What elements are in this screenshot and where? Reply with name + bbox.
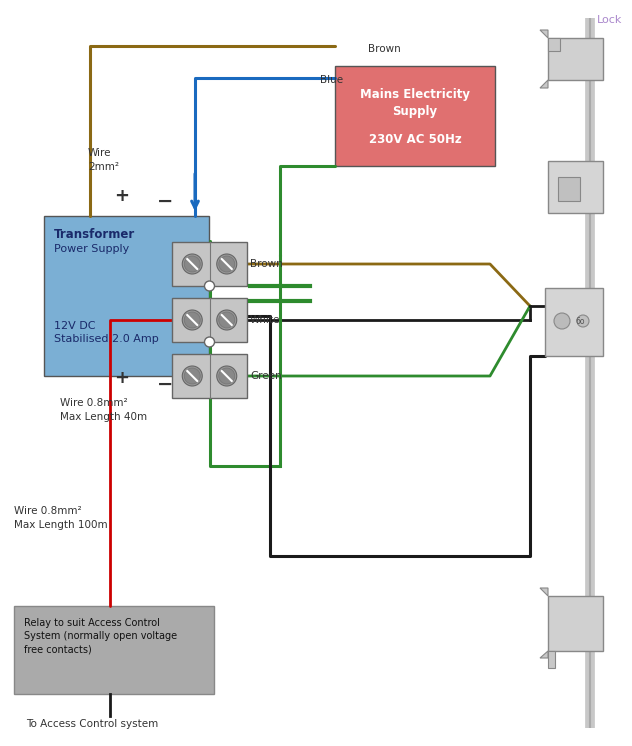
Circle shape bbox=[205, 337, 214, 347]
Polygon shape bbox=[540, 651, 548, 658]
FancyBboxPatch shape bbox=[335, 66, 495, 166]
Text: Green: Green bbox=[250, 371, 282, 381]
Text: 6o: 6o bbox=[575, 318, 585, 327]
Circle shape bbox=[577, 315, 589, 327]
FancyBboxPatch shape bbox=[172, 354, 247, 398]
Circle shape bbox=[182, 310, 202, 330]
FancyBboxPatch shape bbox=[172, 298, 247, 342]
Text: Brown: Brown bbox=[250, 259, 283, 269]
Text: +: + bbox=[114, 369, 130, 387]
Text: Power Supply: Power Supply bbox=[54, 244, 130, 254]
Text: To Access Control system: To Access Control system bbox=[26, 719, 158, 729]
Text: Relay to suit Access Control
System (normally open voltage
free contacts): Relay to suit Access Control System (nor… bbox=[24, 618, 177, 654]
Circle shape bbox=[554, 313, 570, 329]
Text: 12V DC
Stabilised 2.0 Amp: 12V DC Stabilised 2.0 Amp bbox=[54, 321, 159, 344]
Polygon shape bbox=[540, 30, 548, 38]
Circle shape bbox=[219, 256, 234, 272]
Circle shape bbox=[217, 254, 237, 274]
FancyBboxPatch shape bbox=[548, 38, 603, 80]
Text: Blue: Blue bbox=[320, 75, 343, 85]
Text: Wire
2mm²: Wire 2mm² bbox=[88, 148, 119, 172]
Polygon shape bbox=[540, 588, 548, 596]
Text: −: − bbox=[157, 192, 173, 210]
Polygon shape bbox=[548, 38, 560, 51]
Circle shape bbox=[185, 256, 200, 272]
FancyBboxPatch shape bbox=[172, 242, 247, 286]
Circle shape bbox=[185, 312, 200, 328]
Circle shape bbox=[219, 312, 234, 328]
Circle shape bbox=[217, 366, 237, 386]
Circle shape bbox=[219, 368, 234, 384]
Text: Transformer: Transformer bbox=[54, 228, 135, 241]
Circle shape bbox=[185, 368, 200, 384]
FancyBboxPatch shape bbox=[545, 288, 603, 356]
Text: White: White bbox=[250, 315, 281, 325]
Text: −: − bbox=[157, 374, 173, 393]
FancyBboxPatch shape bbox=[558, 177, 580, 201]
Polygon shape bbox=[540, 80, 548, 88]
Text: Brown: Brown bbox=[368, 44, 401, 54]
Text: Wire 0.8mm²
Max Length 100m: Wire 0.8mm² Max Length 100m bbox=[14, 507, 107, 530]
Circle shape bbox=[182, 254, 202, 274]
Circle shape bbox=[205, 281, 214, 291]
FancyBboxPatch shape bbox=[548, 161, 603, 213]
Text: Mains Electricity
Supply: Mains Electricity Supply bbox=[360, 88, 470, 118]
Text: +: + bbox=[114, 187, 130, 205]
Polygon shape bbox=[548, 651, 555, 668]
Text: Lock: Lock bbox=[597, 15, 623, 25]
Text: Wire 0.8mm²
Max Length 40m: Wire 0.8mm² Max Length 40m bbox=[60, 398, 147, 421]
FancyBboxPatch shape bbox=[44, 216, 209, 376]
FancyBboxPatch shape bbox=[14, 606, 214, 694]
Circle shape bbox=[182, 366, 202, 386]
FancyBboxPatch shape bbox=[548, 596, 603, 651]
Circle shape bbox=[217, 310, 237, 330]
Text: 230V AC 50Hz: 230V AC 50Hz bbox=[368, 133, 461, 146]
